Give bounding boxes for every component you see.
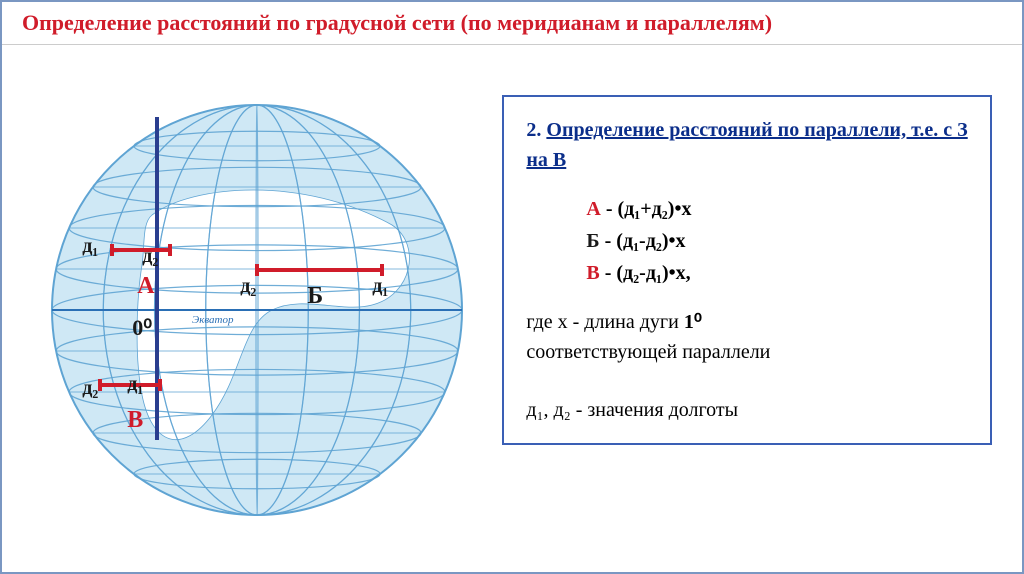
globe-label: д₂ <box>240 275 256 298</box>
note-arc: где x - длина дуги 1⁰ соответствующей па… <box>526 307 968 367</box>
heading-text: Определение расстояний по параллели, т.е… <box>526 119 967 171</box>
info-heading: 2. Определение расстояний по параллели, … <box>526 115 968 175</box>
formula-row: А - (д₁+д₂)•x <box>586 193 968 225</box>
page-title: Определение расстояний по градусной сети… <box>2 2 1022 45</box>
formula-row: Б - (д₁-д₂)•x <box>586 225 968 257</box>
formula-row: В - (д₂-д₁)•x, <box>586 257 968 289</box>
heading-num: 2. <box>526 119 541 141</box>
formula-expr: - (д₁-д₂)•x <box>600 230 686 252</box>
formula-expr: - (д₁+д₂)•x <box>601 198 692 220</box>
globe-panel: Экватор д₁ д₂ Ад₂ Бд₁ 0⁰ д₂ д₁ В <box>22 65 492 555</box>
globe-label: Б <box>307 283 323 310</box>
globe-label: д₂ <box>142 245 158 268</box>
title-text: Определение расстояний по градусной сети… <box>22 10 772 35</box>
note1-exp: 1⁰ <box>684 311 702 333</box>
globe-label: д₂ <box>82 377 98 400</box>
globe-label: д₁ <box>82 235 98 258</box>
globe-label: д₁ <box>372 275 388 298</box>
note-longitude: д₁, д₂ - значения долготы <box>526 395 968 425</box>
formula-label: Б <box>586 230 599 252</box>
svg-text:Экватор: Экватор <box>192 314 234 326</box>
formula-list: А - (д₁+д₂)•xБ - (д₁-д₂)•xВ - (д₂-д₁)•x, <box>586 193 968 289</box>
globe-label: д₁ <box>127 373 143 396</box>
globe-diagram: Экватор <box>42 95 472 525</box>
formula-label: В <box>586 262 599 284</box>
formula-expr: - (д₂-д₁)•x, <box>600 262 691 284</box>
globe-label: В <box>127 407 143 434</box>
globe-wrap: Экватор д₁ д₂ Ад₂ Бд₁ 0⁰ д₂ д₁ В <box>42 95 472 525</box>
content-area: Экватор д₁ д₂ Ад₂ Бд₁ 0⁰ д₂ д₁ В 2. Определение… <box>2 45 1022 565</box>
formula-label: А <box>586 198 600 220</box>
note1-suffix: соответствующей параллели <box>526 341 770 363</box>
info-panel: 2. Определение расстояний по параллели, … <box>492 65 1002 555</box>
globe-label: 0⁰ <box>132 315 152 341</box>
info-box: 2. Определение расстояний по параллели, … <box>502 95 992 445</box>
note1-prefix: где x - длина дуги <box>526 311 683 333</box>
globe-label: А <box>137 273 154 300</box>
